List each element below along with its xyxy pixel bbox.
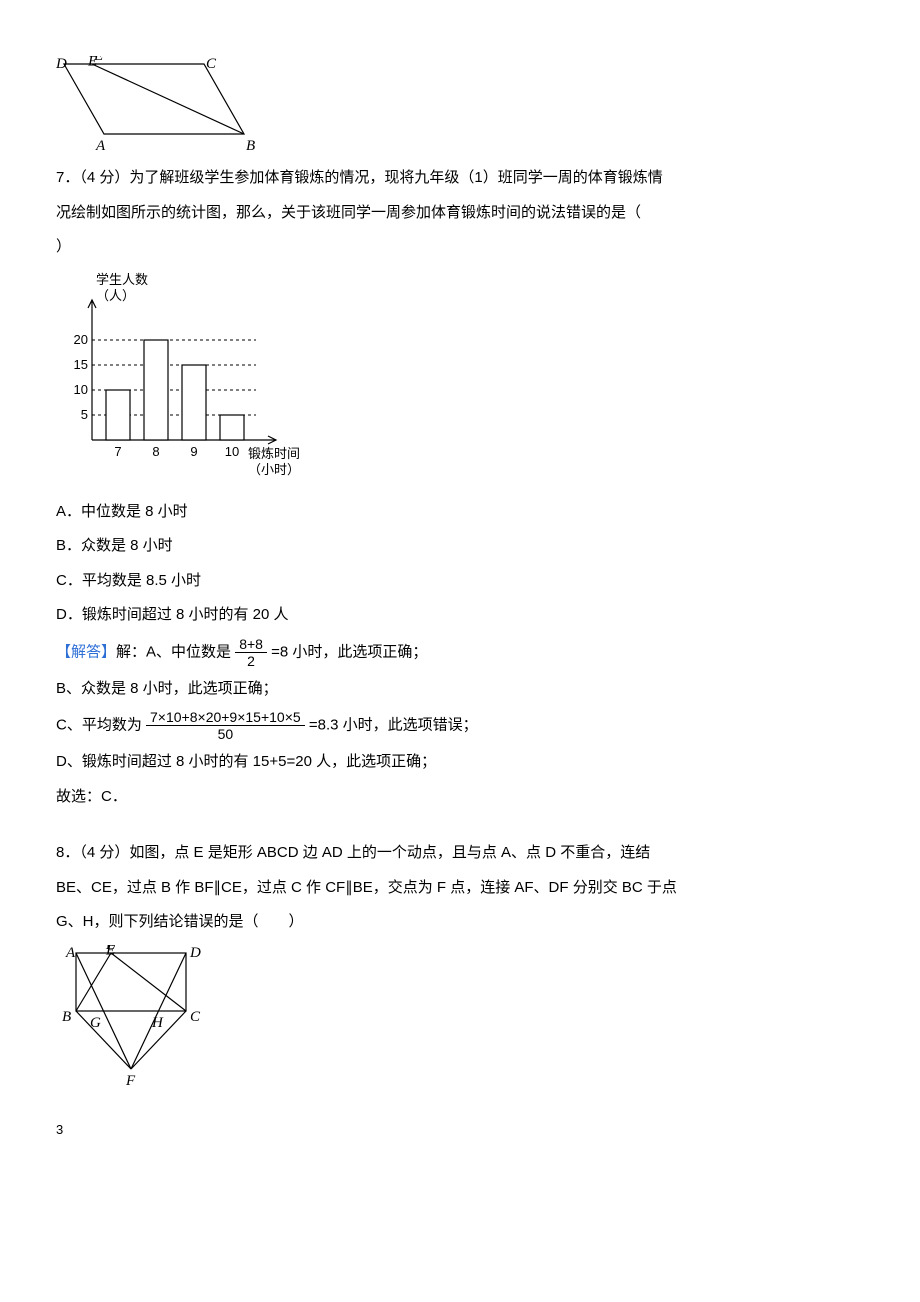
q8-number: 8．（4 分） xyxy=(56,844,129,861)
svg-text:C: C xyxy=(190,1009,201,1025)
svg-text:8: 8 xyxy=(152,444,159,459)
q7-option-c: C．平均数是 8.5 小时 xyxy=(56,567,864,596)
svg-text:10: 10 xyxy=(74,382,88,397)
svg-text:G: G xyxy=(90,1015,101,1031)
q7-option-d: D．锻炼时间超过 8 小时的有 20 人 xyxy=(56,601,864,630)
q8-stem-l2: BE、CE，过点 B 作 BF∥CE，过点 C 作 CF∥BE，交点为 F 点，… xyxy=(56,874,864,903)
q7-stem-l1: 7．（4 分）为了解班级学生参加体育锻炼的情况，现将九年级（1）班同学一周的体育… xyxy=(56,164,864,193)
q7-stem-l2: 况绘制如图所示的统计图，那么，关于该班同学一周参加体育锻炼时间的说法错误的是（ xyxy=(56,199,864,228)
svg-text:A: A xyxy=(95,138,106,154)
page-number: 3 xyxy=(56,1118,864,1143)
fraction-median: 8+8 2 xyxy=(235,636,267,669)
svg-text:E: E xyxy=(93,56,103,64)
svg-text:D: D xyxy=(189,945,201,961)
svg-text:锻炼时间: 锻炼时间 xyxy=(248,446,300,461)
svg-text:B: B xyxy=(246,138,255,154)
svg-text:20: 20 xyxy=(74,332,88,347)
svg-text:B: B xyxy=(62,1009,71,1025)
svg-text:7: 7 xyxy=(114,444,121,459)
fig6-parallelogram: D E E C A B xyxy=(56,56,266,156)
fraction-mean: 7×10+8×20+9×15+10×5 50 xyxy=(146,709,305,742)
q7-answer-a: 【解答】解：A、中位数是 8+8 2 =8 小时，此选项正确； xyxy=(56,636,864,669)
q7-answer-final: 故选：C． xyxy=(56,783,864,812)
svg-text:9: 9 xyxy=(190,444,197,459)
q8-rectangle-diagram: A E E D B C G H F xyxy=(56,945,221,1090)
svg-text:F: F xyxy=(125,1073,136,1089)
svg-text:学生人数: 学生人数 xyxy=(96,272,148,287)
q7-bar-chart: 学生人数 （人） 5 10 15 20 7 8 9 10 锻炼时间 （小时） xyxy=(56,270,316,490)
svg-text:H: H xyxy=(151,1015,164,1031)
svg-text:15: 15 xyxy=(74,357,88,372)
q8-stem-l1: 8．（4 分）如图，点 E 是矩形 ABCD 边 AD 上的一个动点，且与点 A… xyxy=(56,839,864,868)
svg-text:5: 5 xyxy=(81,407,88,422)
q7-option-b: B．众数是 8 小时 xyxy=(56,532,864,561)
q7-option-a: A．中位数是 8 小时 xyxy=(56,498,864,527)
answer-label: 【解答】 xyxy=(56,643,116,660)
q7-answer-d: D、锻炼时间超过 8 小时的有 15+5=20 人，此选项正确； xyxy=(56,748,864,777)
svg-text:A: A xyxy=(65,945,76,961)
q7-number: 7．（4 分） xyxy=(56,169,129,186)
svg-text:D: D xyxy=(56,56,67,72)
q7-answer-b: B、众数是 8 小时，此选项正确； xyxy=(56,675,864,704)
q8-stem-l3: G、H，则下列结论错误的是（ ） xyxy=(56,908,864,937)
svg-text:E: E xyxy=(105,945,115,953)
svg-text:C: C xyxy=(206,56,217,72)
svg-text:（小时）: （小时） xyxy=(248,462,300,477)
svg-text:（人）: （人） xyxy=(96,288,135,303)
q7-stem-l3: ） xyxy=(56,233,864,262)
q7-answer-c: C、平均数为 7×10+8×20+9×15+10×5 50 =8.3 小时，此选… xyxy=(56,709,864,742)
svg-text:10: 10 xyxy=(225,444,239,459)
